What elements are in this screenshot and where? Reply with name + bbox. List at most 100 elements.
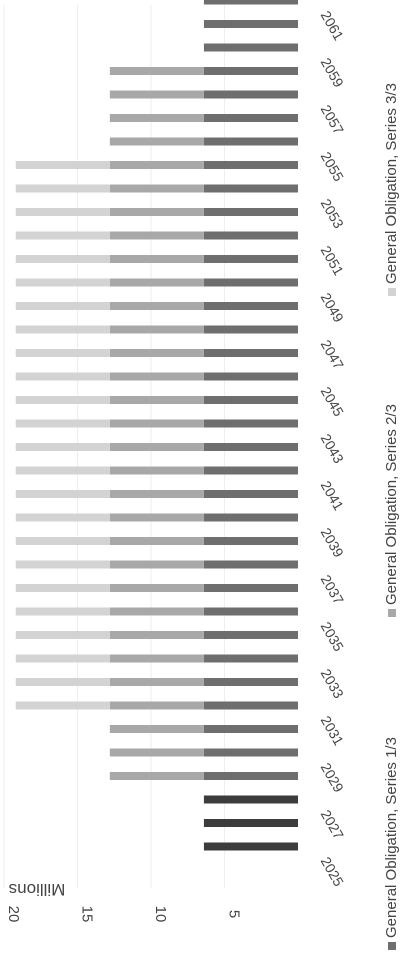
legend-item: General Obligation, Series 1/3 xyxy=(383,737,400,950)
bar-segment xyxy=(203,842,298,851)
bar-segment xyxy=(15,560,110,569)
x-tick-label: 2049 xyxy=(318,290,348,325)
bar-segment xyxy=(15,584,110,592)
bar-segment xyxy=(203,0,298,5)
bar-segment xyxy=(203,278,298,287)
legend-swatch xyxy=(388,609,396,617)
x-tick-label: 2041 xyxy=(318,478,348,513)
x-tick-label: 2055 xyxy=(318,149,348,184)
x-tick-label: 2053 xyxy=(318,196,348,231)
x-tick-label: 2045 xyxy=(318,384,348,419)
bar-segment xyxy=(203,114,298,122)
bar-segment xyxy=(109,161,204,169)
bar-segment xyxy=(109,607,204,616)
bar-segment xyxy=(15,231,110,240)
x-tick-label: 2057 xyxy=(318,102,348,137)
bar-segment xyxy=(109,137,204,146)
x-tick-label: 2031 xyxy=(318,713,348,748)
bar-segment xyxy=(15,443,110,451)
bar-segment xyxy=(203,584,298,592)
x-tick-label: 2047 xyxy=(318,337,348,372)
bar-segment xyxy=(15,349,110,357)
bar-segment xyxy=(203,513,298,522)
legend-swatch xyxy=(388,288,396,296)
bar-segment xyxy=(109,114,204,122)
bar-segment xyxy=(15,302,110,310)
x-tick-label: 2029 xyxy=(318,760,348,795)
x-tick-label: 2039 xyxy=(318,525,348,560)
bar-segment xyxy=(109,302,204,310)
x-tick-label: 2035 xyxy=(318,619,348,654)
x-tick-label: 2025 xyxy=(318,854,348,889)
bar-segment xyxy=(203,137,298,146)
bar-segment xyxy=(109,466,204,475)
x-tick-label: 2059 xyxy=(318,55,348,90)
bar-segment xyxy=(203,419,298,428)
bar-segment xyxy=(109,278,204,287)
bar-segment xyxy=(203,302,298,310)
legend-item: General Obligation, Series 3/3 xyxy=(383,83,400,296)
x-tick-label: 2033 xyxy=(318,666,348,701)
bar-segment xyxy=(203,255,298,263)
bar-segment xyxy=(15,396,110,404)
bar-segment xyxy=(203,349,298,357)
legend-swatch xyxy=(388,942,396,950)
bar-segment xyxy=(109,208,204,216)
bar-segment xyxy=(203,67,298,75)
bar-segment xyxy=(109,654,204,663)
bar-segment xyxy=(203,325,298,334)
bar-segment xyxy=(109,325,204,334)
bar-segment xyxy=(15,208,110,216)
bar-segment xyxy=(109,560,204,569)
bar-segment xyxy=(109,513,204,522)
y-axis-ticks: 510152025 xyxy=(5,906,243,923)
x-tick-label: 2061 xyxy=(318,8,348,43)
bar-segment xyxy=(109,396,204,404)
bar-segment xyxy=(203,819,298,827)
bar-segment xyxy=(203,184,298,193)
bar-segment xyxy=(15,631,110,639)
bar-segment xyxy=(15,466,110,475)
bar-segment xyxy=(203,396,298,404)
bar-segment xyxy=(203,701,298,710)
x-tick-label: 2027 xyxy=(318,807,348,842)
bar-segment xyxy=(109,678,204,686)
y-axis-label: Millions xyxy=(9,880,66,899)
bar-segment xyxy=(109,701,204,710)
x-tick-label: 2037 xyxy=(318,572,348,607)
x-tick-label: 2043 xyxy=(318,431,348,466)
bar-segment xyxy=(203,208,298,216)
legend-item: General Obligation, Series 2/3 xyxy=(383,404,400,617)
bar-segment xyxy=(203,748,298,757)
bar-segment xyxy=(109,537,204,545)
legend: General Obligation, Series 1/3 General Ob… xyxy=(383,83,400,950)
bar-segment xyxy=(15,678,110,686)
bar-segment xyxy=(203,372,298,381)
bar-segment xyxy=(203,678,298,686)
bar-segment xyxy=(15,325,110,334)
bar-segment xyxy=(203,560,298,569)
bar-segment xyxy=(109,772,204,780)
bar-segment xyxy=(109,631,204,639)
y-tick-label: 15 xyxy=(79,906,96,923)
y-tick-label: 10 xyxy=(152,906,169,923)
bar-segment xyxy=(203,772,298,780)
bar-segment xyxy=(109,584,204,592)
bar-segment xyxy=(15,490,110,498)
bar-segment xyxy=(203,43,298,52)
bar-segment xyxy=(203,725,298,733)
bar-segment xyxy=(109,90,204,99)
y-tick-label: 20 xyxy=(5,906,22,923)
bar-segment xyxy=(203,490,298,498)
bar-segment xyxy=(15,701,110,710)
bar-segment xyxy=(15,161,110,169)
bar-segment xyxy=(15,537,110,545)
bar-segment xyxy=(15,278,110,287)
bar-segment xyxy=(15,419,110,428)
bar-segment xyxy=(203,443,298,451)
bar-segment xyxy=(109,231,204,240)
bar-segment xyxy=(15,513,110,522)
bar-segment xyxy=(203,20,298,28)
bar-segment xyxy=(109,443,204,451)
